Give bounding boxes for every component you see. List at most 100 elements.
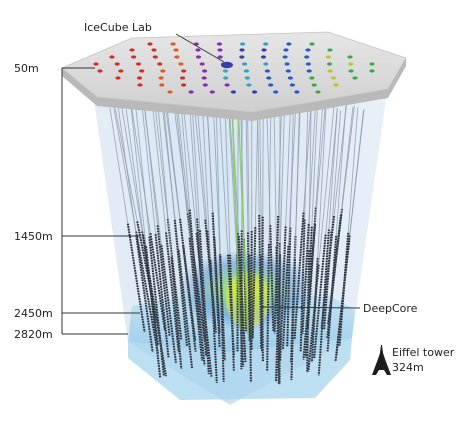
surface-station-dot: [240, 42, 246, 46]
surface-station-dot: [216, 42, 222, 46]
icecube-lab-leader: [175, 33, 225, 63]
surface-station-dot: [239, 55, 245, 59]
string-sensors: [258, 215, 263, 349]
surface-station-dot: [135, 62, 142, 66]
surface-station-dot: [261, 48, 267, 52]
string-sensors: [242, 238, 248, 332]
string-cable: [266, 103, 272, 372]
surface-station-dot: [263, 42, 269, 46]
surface-station-dot: [173, 48, 179, 52]
surface-station-dot: [282, 55, 288, 59]
surface-station-dot: [209, 90, 215, 94]
bedrock-front-face: [128, 338, 352, 400]
string-cable: [182, 104, 212, 377]
string-sensors: [274, 254, 282, 382]
deepcore-string: [231, 103, 241, 331]
string-sensors: [320, 216, 336, 329]
surface-station-dot: [311, 83, 317, 87]
surface-station-dot: [199, 62, 205, 66]
string-cable: [294, 105, 312, 340]
surface-station-dot: [201, 76, 207, 80]
surface-station-dot: [260, 55, 267, 59]
surface-station-dot: [158, 76, 164, 80]
string-cable: [275, 104, 286, 382]
surface-station-dot: [180, 76, 186, 80]
surface-station-dot: [264, 69, 270, 73]
string-sensors: [301, 224, 310, 335]
surface-station-dot: [239, 48, 245, 52]
surface-station-dot: [217, 55, 223, 59]
depth-label-2450m: 2450m: [14, 307, 53, 320]
surface-station-dot: [347, 55, 353, 59]
surface-station-dot: [244, 76, 250, 80]
string-sensors: [228, 254, 235, 371]
surface-station-dot: [289, 83, 295, 87]
string-cable: [323, 110, 342, 330]
surface-station-dot: [151, 48, 157, 52]
deepcore-string: [237, 103, 249, 336]
surface-station-dot: [157, 62, 163, 66]
surface-station-dot: [129, 48, 135, 52]
string-cable: [143, 103, 177, 363]
surface-station-dot: [97, 69, 103, 73]
surface-station-dot: [333, 83, 339, 87]
surface-station-dot: [294, 90, 300, 94]
string-sensors: [302, 224, 317, 360]
string-sensors: [299, 219, 306, 352]
surface-station-dot: [137, 83, 143, 87]
deepcore-label: DeepCore: [363, 302, 418, 315]
surface-station-dot: [369, 69, 375, 73]
surface-station-dot: [181, 69, 187, 73]
string-sensors: [269, 225, 275, 331]
surface-station-dot: [352, 76, 358, 80]
string-sensors: [149, 233, 166, 331]
surface-station-dot: [309, 42, 315, 46]
surface-station-dot: [309, 76, 315, 80]
deepcore-leader: [261, 306, 361, 309]
string-sensors: [164, 232, 180, 353]
string-cable: [237, 104, 239, 352]
surface-station-dot: [246, 83, 252, 87]
string-sensors: [266, 244, 271, 372]
string-sensors: [338, 232, 350, 346]
surface-station-dot: [252, 90, 258, 94]
surface-station-dot: [224, 83, 230, 87]
surface-station-dot: [139, 69, 145, 73]
surface-station-dot: [202, 83, 208, 87]
string-sensors: [188, 237, 204, 361]
surface-station-dot: [167, 90, 173, 94]
surface-station-dot: [243, 69, 250, 73]
string-sensors: [273, 215, 280, 334]
surface-station-dot: [147, 42, 153, 46]
surface-station-dot: [217, 48, 223, 52]
icecube-lab-label: IceCube Lab: [84, 21, 152, 34]
surface-station-dot: [93, 62, 99, 66]
surface-station-dot: [115, 76, 121, 80]
depth-label-1450m: 1450m: [14, 230, 53, 243]
surface-station-dot: [330, 76, 337, 80]
string-sensors: [126, 223, 146, 333]
surface-station-dot: [159, 83, 165, 87]
string-sensors: [160, 245, 177, 363]
string-sensors: [156, 225, 171, 336]
surface-station-dot: [348, 69, 354, 73]
surface-plate-side: [62, 58, 406, 121]
string-sensors: [170, 257, 183, 370]
string-sensors: [281, 245, 290, 350]
string-sensors: [173, 219, 189, 347]
string-cable: [279, 106, 292, 362]
string-cable: [188, 101, 207, 357]
surface-station-dot: [305, 62, 311, 66]
string-sensors: [307, 264, 320, 372]
string-sensors: [211, 212, 221, 347]
depth-label-2820m: 2820m: [14, 328, 53, 341]
depth-label-50m: 50m: [14, 62, 39, 75]
surface-station-dot: [327, 69, 333, 73]
surface-station-dot: [266, 76, 272, 80]
string-sensors: [206, 230, 217, 330]
surface-station-dot: [326, 62, 333, 66]
icecube-lab-callout: IceCube Lab: [84, 21, 225, 63]
detector-strings: [109, 100, 365, 385]
surface-station-dot: [325, 55, 331, 59]
